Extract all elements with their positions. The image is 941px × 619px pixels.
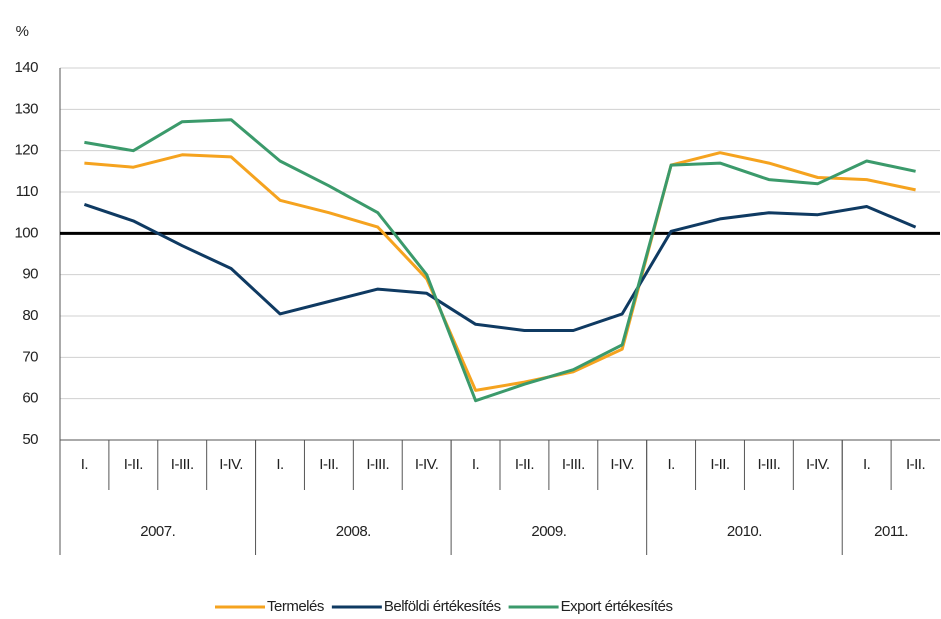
y-tick-label: 130 — [14, 100, 38, 117]
x-tick-label: I-IV. — [415, 456, 439, 473]
y-axis-label: % — [16, 23, 29, 40]
x-tick-label: I-II. — [710, 456, 729, 473]
legend-label: Export értékesítés — [561, 598, 673, 615]
y-tick-label: 110 — [16, 183, 39, 200]
x-tick-label: I. — [863, 456, 870, 473]
x-tick-label: I-II. — [906, 456, 925, 473]
x-tick-label: I. — [667, 456, 674, 473]
legend-label: Termelés — [267, 598, 324, 615]
y-tick-label: 90 — [22, 266, 38, 283]
x-tick-label: I. — [81, 456, 88, 473]
series-line — [84, 151, 916, 392]
x-tick-label: I-IV. — [610, 456, 634, 473]
group-label: 2009. — [531, 523, 566, 540]
y-tick-label: 80 — [22, 307, 38, 324]
y-tick-label: 70 — [22, 348, 38, 365]
legend-label: Belföldi értékesítés — [384, 598, 501, 615]
x-tick-label: I-IV. — [219, 456, 243, 473]
y-tick-label: 120 — [14, 142, 38, 159]
series-line — [84, 118, 916, 403]
x-tick-label: I-II. — [515, 456, 534, 473]
y-tick-label: 140 — [14, 59, 38, 76]
x-tick-label: I. — [276, 456, 283, 473]
x-tick-label: I-III. — [562, 456, 585, 473]
x-tick-label: I-III. — [171, 456, 194, 473]
x-tick-label: I-II. — [124, 456, 143, 473]
group-label: 2007. — [140, 523, 175, 540]
group-label: 2010. — [727, 523, 762, 540]
group-label: 2008. — [336, 523, 371, 540]
y-tick-label: 50 — [22, 431, 38, 448]
group-label: 2011. — [874, 523, 908, 540]
x-tick-label: I-III. — [757, 456, 780, 473]
x-tick-label: I. — [472, 456, 479, 473]
y-tick-label: 60 — [22, 390, 38, 407]
x-tick-label: I-II. — [319, 456, 338, 473]
x-tick-label: I-IV. — [806, 456, 830, 473]
y-tick-label: 100 — [14, 224, 38, 241]
x-tick-label: I-III. — [366, 456, 389, 473]
series-line — [83, 202, 917, 332]
